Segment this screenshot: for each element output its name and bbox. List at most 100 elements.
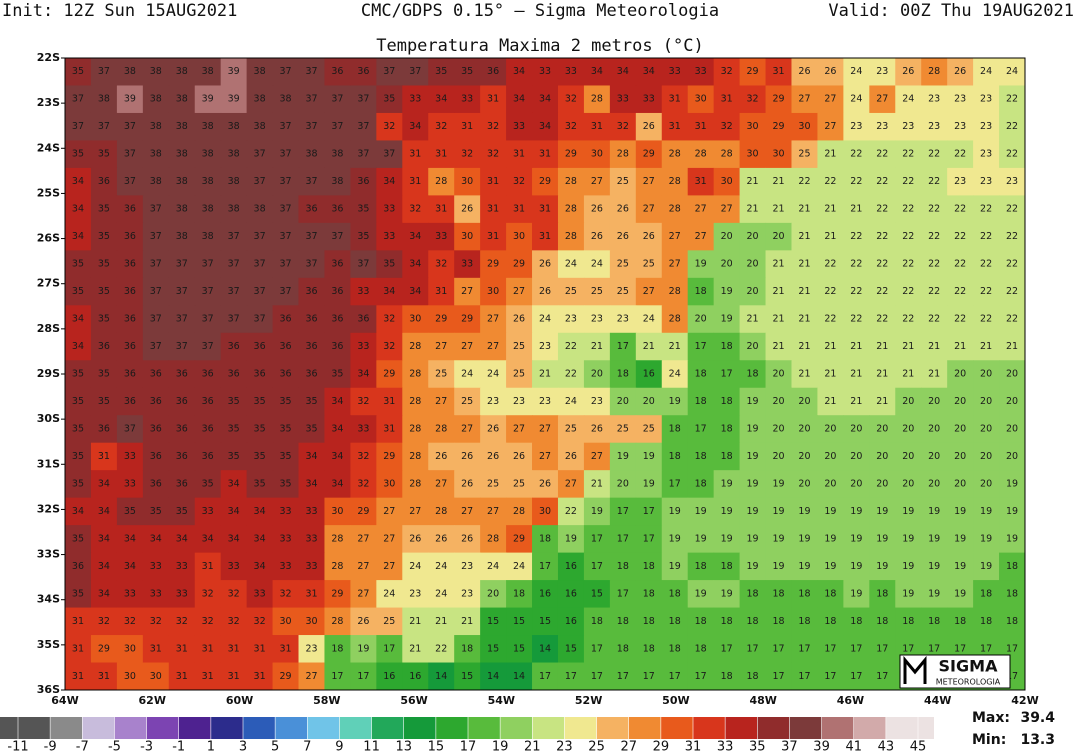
temp-label: 36 (279, 341, 291, 352)
temp-label: 24 (591, 259, 603, 270)
temp-cell (246, 58, 274, 86)
temp-cell (65, 112, 92, 141)
temp-cell (895, 360, 922, 389)
temp-label: 35 (72, 286, 84, 297)
temp-cell (142, 305, 170, 334)
temp-cell (324, 167, 351, 196)
colorbar-swatch (757, 717, 790, 739)
temp-cell (583, 607, 611, 636)
temp-cell (506, 580, 533, 609)
temp-cell (973, 525, 1000, 554)
temp-label: 30 (591, 149, 603, 160)
temp-cell (194, 360, 222, 389)
temp-cell (90, 580, 118, 609)
temp-cell (272, 470, 300, 499)
temp-label: 21 (850, 396, 862, 407)
temp-label: 18 (747, 616, 759, 627)
temp-label: 28 (928, 66, 940, 77)
temp-label: 17 (824, 643, 836, 654)
max-label: Max: (972, 710, 1010, 726)
temp-label: 35 (228, 396, 240, 407)
colorbar-swatch (628, 717, 662, 739)
temp-label: 26 (798, 66, 810, 77)
temp-cell (687, 442, 715, 471)
temp-cell (557, 607, 585, 636)
temp-label: 18 (1006, 588, 1018, 599)
temp-label: 30 (331, 506, 343, 517)
temp-label: 21 (461, 616, 473, 627)
temp-label: 22 (902, 286, 914, 297)
colorbar-label: -5 (108, 740, 121, 754)
temp-cell (532, 195, 559, 224)
temp-label: 17 (617, 533, 629, 544)
colorbar-swatch (564, 717, 598, 739)
temp-cell (65, 635, 92, 664)
temp-cell (506, 525, 533, 554)
temp-label: 19 (798, 506, 810, 517)
temp-cell (583, 470, 611, 499)
temp-cell (687, 552, 715, 581)
temp-label: 29 (643, 149, 655, 160)
temp-cell (739, 195, 767, 224)
temp-cell (557, 167, 585, 196)
temp-label: 27 (513, 286, 525, 297)
temp-label: 18 (643, 643, 655, 654)
temp-cell (116, 442, 144, 471)
temp-cell (895, 85, 922, 114)
temp-label: 22 (876, 231, 888, 242)
temp-cell (168, 167, 196, 196)
temp-label: 24 (669, 369, 681, 380)
temp-label: 32 (176, 616, 188, 627)
temp-cell (65, 497, 92, 526)
temp-cell (90, 250, 118, 279)
temp-label: 36 (150, 451, 162, 462)
temp-cell (220, 525, 248, 554)
temp-label: 23 (409, 588, 421, 599)
temp-label: 27 (643, 176, 655, 187)
temp-cell (220, 112, 248, 141)
temp-label: 37 (279, 66, 291, 77)
temp-label: 19 (669, 561, 681, 572)
colorbar-swatch (853, 717, 887, 739)
temp-cell (116, 112, 144, 141)
temp-label: 22 (876, 286, 888, 297)
temp-label: 17 (643, 533, 655, 544)
temp-cell (168, 85, 196, 114)
temp-label: 30 (487, 286, 499, 297)
lat-label: 36S (37, 683, 60, 696)
temp-label: 36 (254, 341, 266, 352)
temp-cell (687, 140, 715, 169)
temp-label: 14 (513, 671, 525, 682)
temp-cell (350, 305, 377, 334)
temp-label: 19 (357, 643, 369, 654)
temp-cell (609, 442, 637, 471)
temp-label: 21 (850, 369, 862, 380)
temp-cell (895, 167, 922, 196)
temp-label: 22 (824, 314, 836, 325)
temp-cell (843, 332, 870, 361)
temp-cell (168, 195, 196, 224)
temp-label: 37 (202, 314, 214, 325)
temp-cell (921, 607, 948, 636)
temp-cell (791, 580, 818, 609)
temp-cell (999, 525, 1026, 554)
temp-label: 21 (772, 314, 784, 325)
temp-label: 33 (565, 66, 577, 77)
temp-label: 18 (721, 341, 733, 352)
temp-cell (921, 360, 948, 389)
temp-label: 23 (850, 121, 862, 132)
temp-label: 22 (954, 149, 966, 160)
temp-cell (973, 442, 1000, 471)
temp-cell (194, 580, 222, 609)
temp-cell (843, 222, 870, 251)
temp-label: 15 (591, 588, 603, 599)
temp-cell (220, 662, 248, 691)
temp-label: 32 (565, 121, 577, 132)
lon-label: 44W (924, 694, 951, 707)
temp-cell (947, 360, 974, 389)
temp-label: 37 (202, 286, 214, 297)
temp-cell (583, 85, 611, 114)
temp-cell (65, 387, 92, 416)
temp-cell (376, 250, 403, 279)
temp-label: 36 (98, 341, 110, 352)
